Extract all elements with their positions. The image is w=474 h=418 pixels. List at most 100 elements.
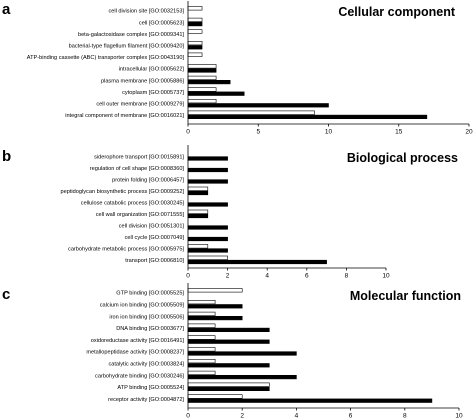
panel-b-category-label-6: cell division [GO:0051301]	[119, 224, 185, 230]
panel-a-bar-open-5	[187, 64, 217, 69]
panel-c-bar-open-6	[187, 358, 216, 364]
panel-b-category-label-2: protein folding [GO:0006457]	[112, 178, 184, 184]
panel-a-bar-filled-5	[187, 68, 217, 73]
panel-b-title: Biological process	[347, 151, 458, 165]
panel-c-bar-filled-3	[187, 327, 270, 333]
panel-a-letter: a	[2, 1, 11, 18]
panel-a-bar-filled-1	[187, 21, 203, 27]
panel-c-bar-filled-2	[187, 315, 243, 321]
panel-a-bar-filled-6	[187, 80, 231, 85]
panel-a-category-label-1: cell [GO:0005623]	[139, 20, 185, 26]
panel-c-category-label-7: carbohydrate binding [GO:0030246]	[95, 373, 184, 379]
panel-a-category-label-8: cell outer membrane [GO:0009279]	[96, 102, 184, 108]
panel-a-x-tick-label-4: 20	[465, 129, 473, 136]
panel-a-x-tick-label-1: 5	[256, 129, 260, 136]
panel-b-bar-open-5	[187, 209, 209, 214]
panel-b-x-tick-label-1: 2	[226, 273, 230, 280]
panel-c-bar-open-3	[187, 323, 216, 328]
panel-b-bar-filled-1	[187, 167, 228, 173]
panel-c-x-tick-label-0: 0	[186, 413, 190, 418]
panel-a-bar-open-8	[187, 99, 217, 104]
panel-b-bar-filled-6	[187, 225, 228, 230]
panel-c-letter: c	[2, 286, 10, 303]
panel-c-bar-filled-8	[187, 386, 270, 392]
panel-a-bar-open-1	[187, 17, 203, 23]
panel-c-bar-filled-9	[187, 398, 433, 403]
panel-b-category-label-3: peptidoglycan biosynthetic process [GO:0…	[61, 189, 185, 195]
panel-b-letter: b	[2, 148, 11, 165]
panel-b-bar-open-9	[187, 255, 228, 260]
panel-c-bar-open-1	[187, 299, 216, 305]
panel-c-category-label-1: calcium ion binding [GO:0005509]	[100, 303, 185, 309]
panel-b-category-label-7: cell cycle [GO:0007049]	[125, 235, 185, 241]
panel-c-bar-open-5	[187, 347, 216, 352]
panel-b-bar-filled-0	[187, 156, 228, 161]
panel-a-category-label-3: bacterial-type flagellum filament [GO:00…	[69, 44, 185, 50]
panel-a-bar-filled-8	[187, 103, 329, 108]
panel-c-bar-filled-4	[187, 339, 270, 344]
panel-b-x-tick-label-0: 0	[186, 273, 190, 280]
panel-c-category-label-0: GTP binding [GO:0005525]	[116, 291, 184, 297]
panel-c-category-label-5: metallopeptidase activity [GO:0008237]	[86, 350, 184, 356]
panel-a-bar-open-0	[187, 6, 203, 11]
panel-b-category-label-1: regulation of cell shape [GO:0008360]	[90, 166, 185, 172]
panel-b-x-tick-label-4: 8	[345, 273, 349, 280]
panel-c-category-label-6: catalytic activity [GO:0003824]	[108, 362, 184, 368]
panel-c-bar-open-7	[187, 370, 216, 376]
panel-a-category-label-2: beta-galactosidase complex [GO:0009341]	[78, 32, 184, 38]
panel-c-x-tick-label-4: 8	[403, 413, 407, 418]
panel-b-category-label-8: carbohydrate metabolic process [GO:00059…	[68, 247, 184, 253]
panel-a-bar-filled-9	[187, 114, 428, 119]
panel-a-bar-filled-3	[187, 45, 203, 50]
panel-b-bar-filled-2	[187, 179, 228, 184]
panel-b-category-label-9: transport [GO:0006810]	[125, 258, 184, 264]
panel-a-category-label-9: integral component of membrane [GO:00160…	[65, 113, 184, 119]
panel-a-x-tick-label-3: 15	[395, 129, 403, 136]
panel-b-x-tick-label-2: 4	[265, 273, 269, 280]
panel-a-category-label-5: intracellular [GO:0005622]	[119, 67, 185, 73]
panel-b-category-label-0: siderophore transport [GO:0015891]	[94, 155, 184, 161]
panel-b-bar-filled-8	[187, 248, 228, 253]
panel-a-bar-open-7	[187, 87, 217, 92]
panel-b-bar-filled-7	[187, 236, 228, 242]
panel-a-bar-filled-7	[187, 91, 245, 96]
panel-a-bar-open-6	[187, 75, 217, 80]
panel-b-bar-filled-4	[187, 202, 228, 207]
panel-a-x-tick-label-0: 0	[186, 129, 190, 136]
panel-b-bar-filled-3	[187, 190, 209, 196]
panel-c-bar-open-9	[187, 394, 243, 399]
panel-a-category-label-6: plasma membrane [GO:0005886]	[101, 78, 184, 84]
panel-b-category-label-4: cellulose catabolic process [GO:0030245]	[81, 201, 185, 207]
panel-a-bar-open-2	[187, 29, 203, 34]
panel-c-category-label-8: ATP binding [GO:0005524]	[117, 385, 184, 391]
panel-c-bar-filled-1	[187, 304, 243, 309]
panel-c-x-tick-label-5: 10	[455, 413, 463, 418]
panel-c-category-label-9: receptor activity [GO:0004872]	[108, 397, 184, 403]
panel-c-x-tick-label-3: 6	[349, 413, 353, 418]
panel-b-bar-filled-9	[187, 259, 327, 265]
panel-a-bar-open-4	[187, 52, 203, 57]
panel-c-bar-open-4	[187, 335, 216, 340]
panel-b-bar-open-8	[187, 244, 209, 249]
panel-b-category-label-5: cell wall organization [GO:0071555]	[96, 212, 185, 218]
panel-c-bar-open-2	[187, 311, 216, 317]
panel-c-bar-open-0	[187, 288, 243, 293]
panel-c-category-label-4: oxidoreductase activity [GO:0016491]	[91, 338, 185, 344]
panel-b-bar-open-3	[187, 186, 209, 191]
panel-c-category-label-2: iron ion binding [GO:0005506]	[109, 314, 184, 320]
panel-a-title: Cellular component	[338, 5, 456, 19]
panel-b-x-tick-label-5: 10	[382, 273, 390, 280]
panel-c-bar-open-8	[187, 382, 270, 387]
panel-c-category-label-3: DNA binding [GO:0003677]	[116, 326, 184, 332]
panel-a-category-label-0: cell division site [GO:0032153]	[108, 9, 184, 15]
panel-c-bar-filled-6	[187, 363, 270, 368]
panel-a-category-label-4: ATP-binding cassette (ABC) transporter c…	[27, 55, 185, 61]
panel-a-bar-open-9	[187, 110, 315, 115]
panel-c-title: Molecular function	[350, 289, 461, 303]
panel-c-x-tick-label-2: 4	[295, 413, 299, 418]
panel-c-x-tick-label-1: 2	[240, 413, 244, 418]
panel-a-category-label-7: cytoplasm [GO:0005737]	[122, 90, 184, 96]
panel-b-x-tick-label-3: 6	[305, 273, 309, 280]
panel-b-bar-filled-5	[187, 213, 209, 219]
